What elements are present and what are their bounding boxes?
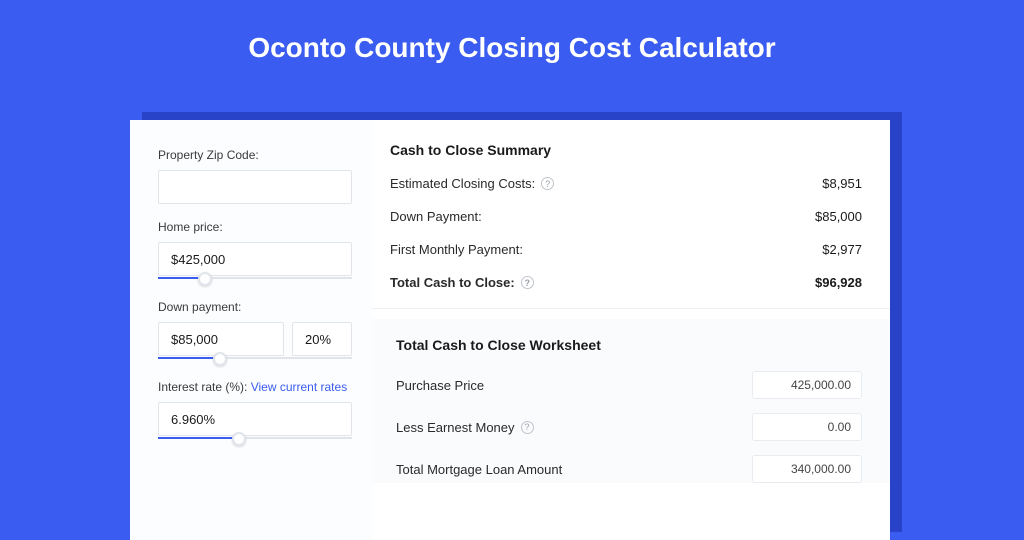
purchase-price-input[interactable] <box>752 371 862 399</box>
interest-rate-slider[interactable] <box>158 432 352 444</box>
home-price-input[interactable] <box>158 242 352 276</box>
worksheet-row: Purchase Price <box>396 371 862 399</box>
worksheet-label: Purchase Price <box>396 378 484 393</box>
worksheet-label: Total Mortgage Loan Amount <box>396 462 562 477</box>
slider-fill <box>158 437 239 439</box>
help-icon[interactable]: ? <box>521 421 534 434</box>
summary-value: $2,977 <box>822 242 862 257</box>
zip-label: Property Zip Code: <box>158 148 352 162</box>
zip-input[interactable] <box>158 170 352 204</box>
summary-total-value: $96,928 <box>815 275 862 290</box>
summary-value: $8,951 <box>822 176 862 191</box>
summary-total-label: Total Cash to Close: <box>390 275 515 290</box>
help-icon[interactable]: ? <box>541 177 554 190</box>
divider <box>372 308 890 309</box>
slider-thumb[interactable] <box>232 432 246 446</box>
worksheet-row: Less Earnest Money? <box>396 413 862 441</box>
input-panel: Property Zip Code: Home price: Down paym… <box>130 120 372 540</box>
summary-row: Down Payment: $85,000 <box>390 209 862 224</box>
summary-row: Estimated Closing Costs:? $8,951 <box>390 176 862 191</box>
summary-row: First Monthly Payment: $2,977 <box>390 242 862 257</box>
interest-rate-input[interactable] <box>158 402 352 436</box>
summary-total-row: Total Cash to Close:? $96,928 <box>390 275 862 290</box>
down-payment-label: Down payment: <box>158 300 352 314</box>
down-payment-field-group: Down payment: <box>158 300 352 364</box>
worksheet-panel: Total Cash to Close Worksheet Purchase P… <box>372 319 890 483</box>
view-rates-link[interactable]: View current rates <box>251 380 348 394</box>
slider-thumb[interactable] <box>198 272 212 286</box>
home-price-field-group: Home price: <box>158 220 352 284</box>
summary-label: First Monthly Payment: <box>390 242 523 257</box>
interest-rate-label-text: Interest rate (%): <box>158 380 251 394</box>
down-payment-input[interactable] <box>158 322 284 356</box>
interest-rate-label: Interest rate (%): View current rates <box>158 380 352 394</box>
earnest-money-input[interactable] <box>752 413 862 441</box>
help-icon[interactable]: ? <box>521 276 534 289</box>
calculator-card: Property Zip Code: Home price: Down paym… <box>130 120 890 540</box>
summary-panel: Cash to Close Summary Estimated Closing … <box>372 120 890 540</box>
summary-label: Estimated Closing Costs: <box>390 176 535 191</box>
mortgage-amount-input[interactable] <box>752 455 862 483</box>
slider-thumb[interactable] <box>213 352 227 366</box>
interest-rate-field-group: Interest rate (%): View current rates <box>158 380 352 444</box>
summary-label: Down Payment: <box>390 209 482 224</box>
home-price-label: Home price: <box>158 220 352 234</box>
slider-fill <box>158 357 220 359</box>
summary-title: Cash to Close Summary <box>390 142 862 158</box>
page-title: Oconto County Closing Cost Calculator <box>0 0 1024 86</box>
worksheet-label: Less Earnest Money <box>396 420 515 435</box>
summary-value: $85,000 <box>815 209 862 224</box>
worksheet-row: Total Mortgage Loan Amount <box>396 455 862 483</box>
down-payment-slider[interactable] <box>158 352 352 364</box>
home-price-slider[interactable] <box>158 272 352 284</box>
worksheet-title: Total Cash to Close Worksheet <box>396 337 862 353</box>
down-payment-pct-input[interactable] <box>292 322 352 356</box>
zip-field-group: Property Zip Code: <box>158 148 352 204</box>
